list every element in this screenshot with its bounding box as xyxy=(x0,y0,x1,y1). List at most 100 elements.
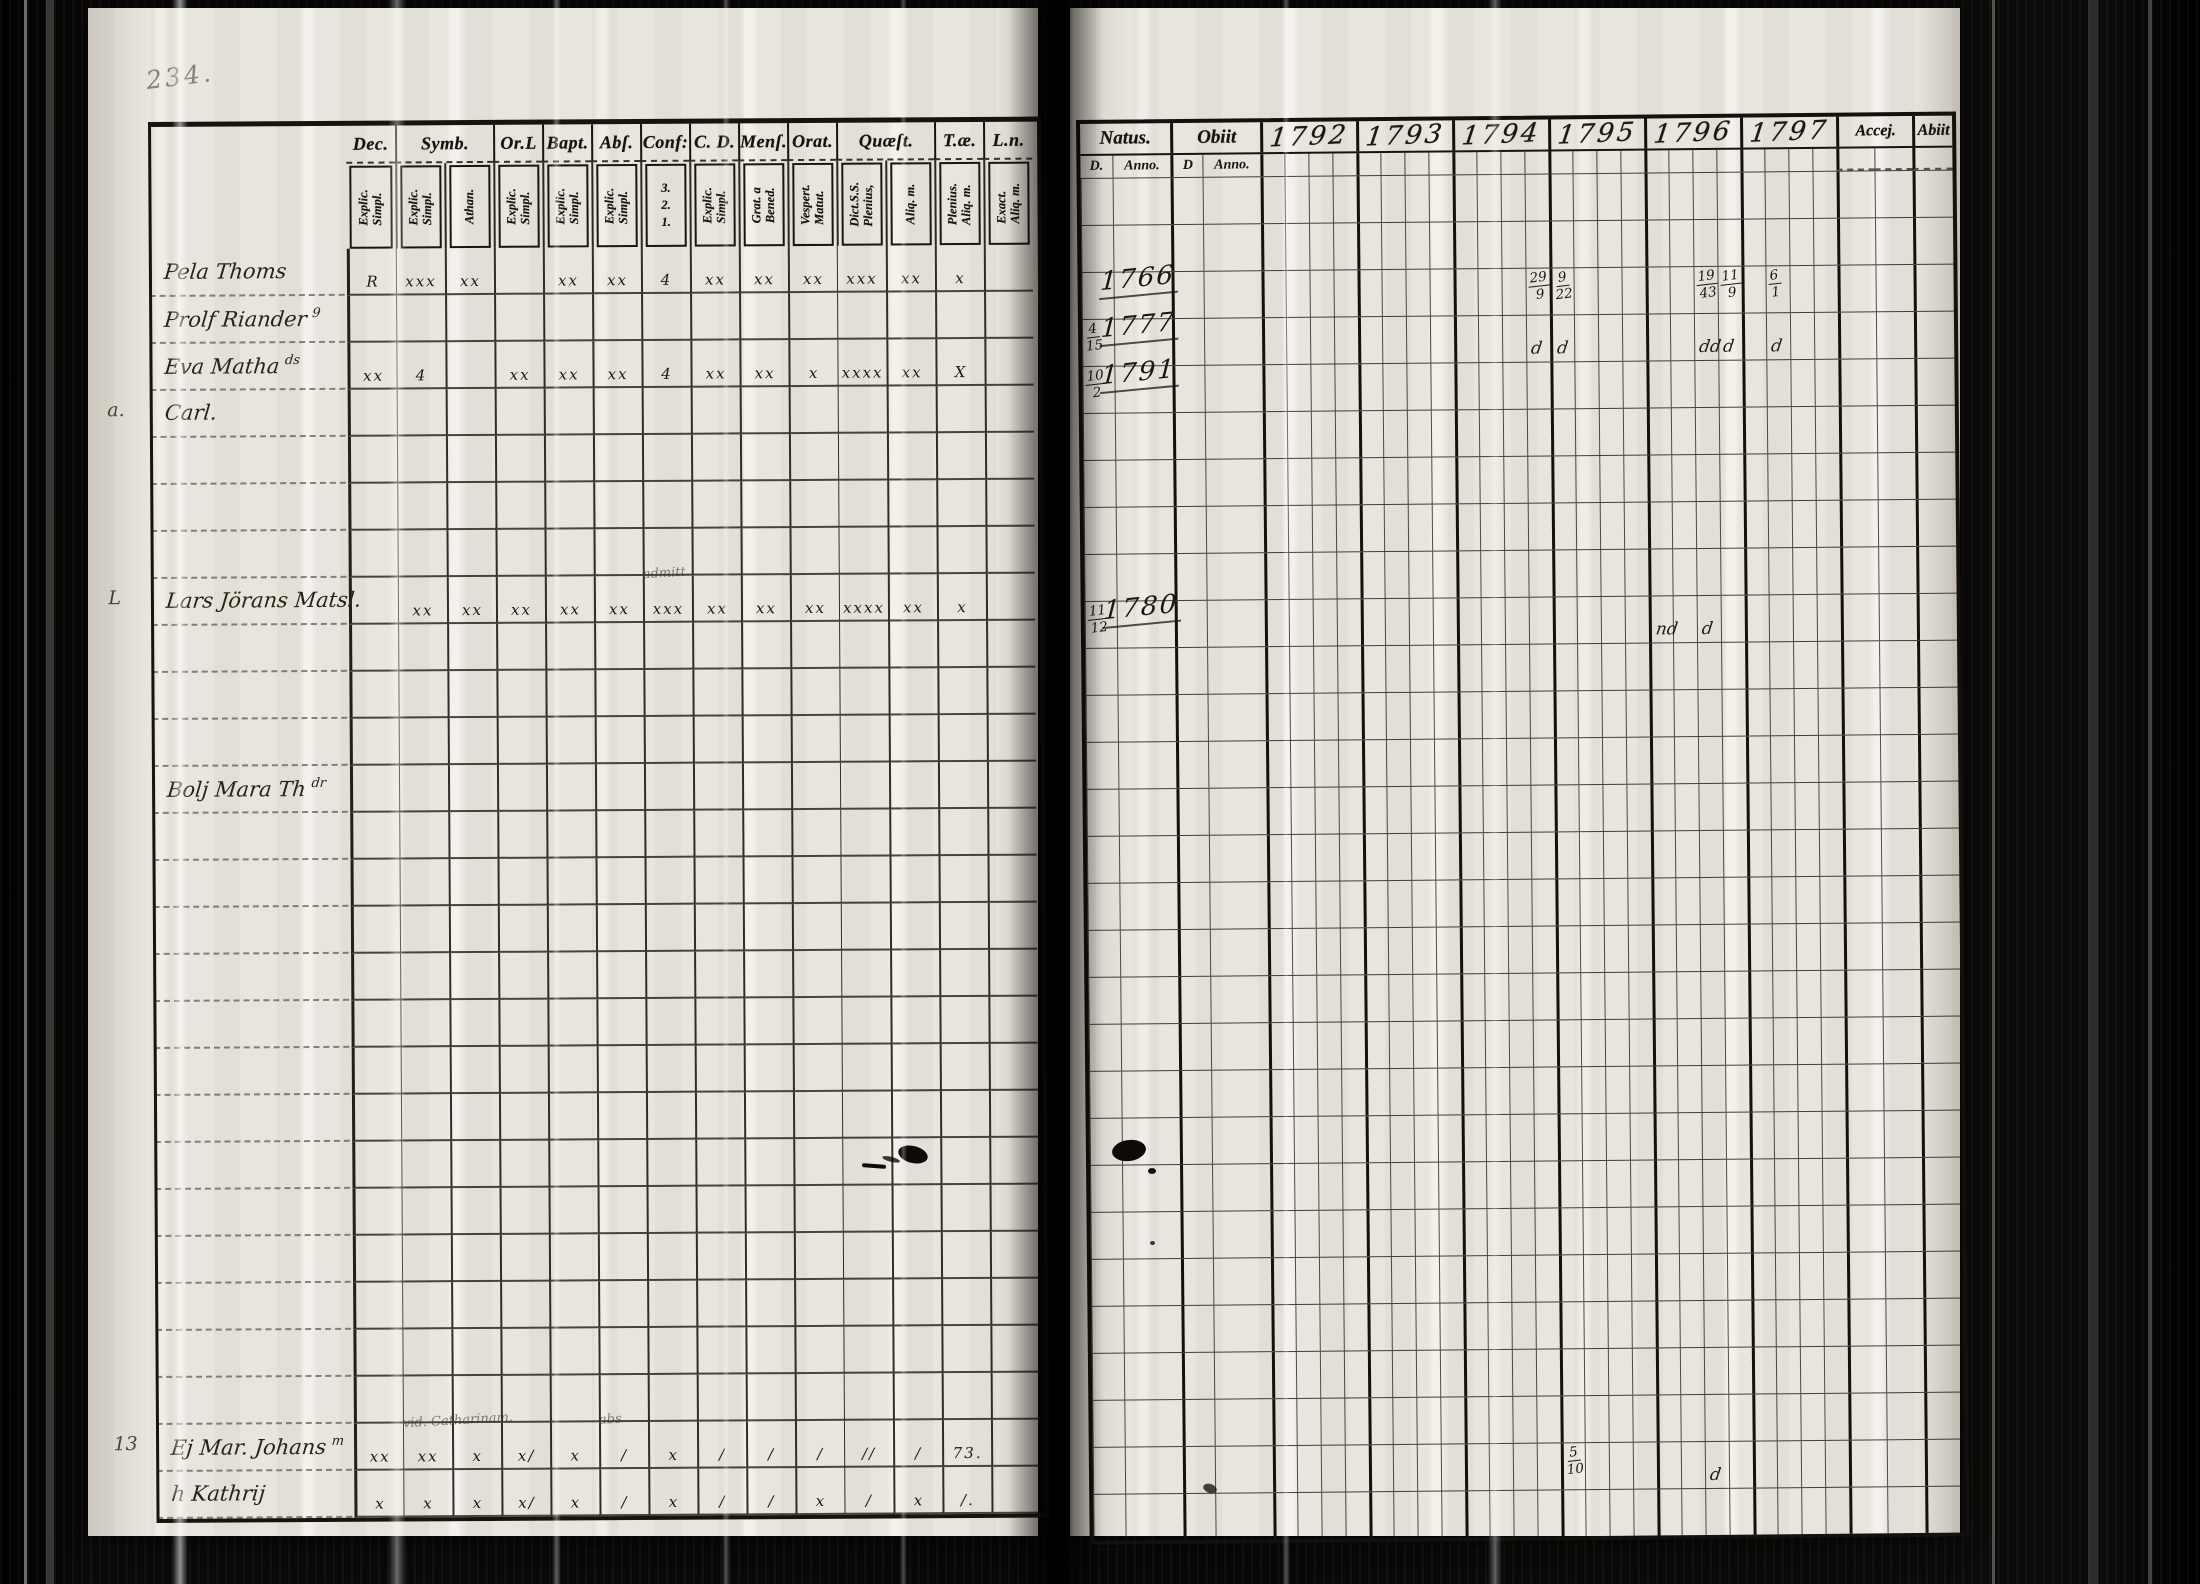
grid-cell xyxy=(1406,363,1431,410)
grid-cell xyxy=(1920,969,1961,1016)
grid-cell xyxy=(1480,597,1506,645)
mark-cell xyxy=(744,1186,794,1234)
grid-cell xyxy=(1718,407,1744,454)
grid-cell xyxy=(1602,784,1627,831)
grid-cell xyxy=(1788,171,1813,219)
mark-cell xyxy=(592,293,642,342)
grid-cell xyxy=(1439,1350,1465,1397)
mark-cell xyxy=(642,481,692,529)
grid-cell xyxy=(1884,1204,1923,1252)
mark-cell xyxy=(546,811,596,859)
table-row xyxy=(1088,968,1961,1024)
mark-cell xyxy=(496,670,546,718)
grid-cell xyxy=(1294,1257,1320,1304)
grid-cell: d xyxy=(1704,1441,1730,1489)
grid-cell xyxy=(1434,786,1459,833)
grid-cell xyxy=(1585,1489,1610,1537)
mark-cell xyxy=(396,295,446,343)
grid-cell xyxy=(1769,689,1794,736)
handwritten-mark: d xyxy=(1529,338,1544,359)
grid-cell xyxy=(1364,975,1389,1022)
grid-cell xyxy=(1085,742,1119,789)
mark-cell xyxy=(447,623,497,672)
grid-cell xyxy=(1601,690,1626,737)
column-subheader xyxy=(1620,150,1645,173)
grid-cell xyxy=(1459,880,1484,927)
grid-cell xyxy=(1925,1486,1966,1533)
mark-cell xyxy=(744,1139,794,1187)
grid-cell xyxy=(1390,1162,1415,1210)
grid-cell xyxy=(1205,459,1264,506)
grid-cell xyxy=(1179,1070,1212,1118)
grid-cell xyxy=(1359,505,1385,552)
mark-cell xyxy=(739,387,789,435)
mark-cell xyxy=(743,1092,794,1140)
grid-cell xyxy=(1287,458,1312,505)
grid-cell xyxy=(1405,316,1431,363)
grid-cell xyxy=(1266,834,1292,882)
mark-cell xyxy=(888,668,938,716)
mark-cell: / xyxy=(697,1468,747,1516)
subheader-text: 3. 2. 1. xyxy=(645,163,687,247)
grid-cell xyxy=(1408,551,1433,598)
grid-cell xyxy=(1840,547,1879,594)
grid-cell xyxy=(1814,359,1839,406)
mark-cell xyxy=(941,1325,991,1374)
grid-cell xyxy=(1125,1494,1184,1541)
grid-cell xyxy=(1463,1303,1488,1350)
grid-cell xyxy=(1388,1021,1414,1069)
mark-cell xyxy=(348,530,398,578)
table-row xyxy=(1089,1062,1962,1118)
entry-superscript: ds xyxy=(284,353,301,369)
grid-cell xyxy=(1342,1163,1367,1210)
grid-cell xyxy=(1653,1066,1678,1113)
mark-cell xyxy=(400,953,450,1001)
grid-cell xyxy=(1605,1113,1631,1160)
grid-cell xyxy=(1697,689,1722,737)
grid-cell xyxy=(1620,220,1646,267)
grid-cell xyxy=(1771,924,1797,971)
mark-cell xyxy=(644,904,695,952)
mark-cell: xx xyxy=(690,340,740,388)
grid-cell xyxy=(1211,1070,1270,1117)
grid-cell xyxy=(1436,1021,1462,1068)
mark-cell xyxy=(991,1466,1041,1514)
grid-cell xyxy=(1608,1395,1633,1442)
mark-cell: x xyxy=(936,573,987,622)
grid-cell xyxy=(1559,1302,1584,1349)
grid-cell xyxy=(1796,970,1821,1018)
grid-cell xyxy=(1624,549,1649,596)
grid-cell xyxy=(1790,406,1816,454)
table-row xyxy=(152,714,1041,767)
grid-cell xyxy=(1432,598,1458,645)
grid-cell xyxy=(1207,647,1266,694)
grid-cell xyxy=(1633,1489,1658,1536)
mark-cell: xxxx xyxy=(838,574,889,622)
mark-cell: xx xyxy=(789,574,840,623)
grid-cell xyxy=(1557,1067,1582,1114)
grid-cell xyxy=(1180,1211,1213,1259)
mark-cell xyxy=(984,432,1035,480)
grid-cell: 29 9 xyxy=(1525,268,1550,315)
mark-cell xyxy=(401,1188,451,1236)
grid-cell xyxy=(1368,1398,1393,1445)
name-cell: L Lars Jörans Matsl. xyxy=(108,577,362,626)
grid-cell xyxy=(1366,1257,1392,1304)
grid-cell xyxy=(1584,1442,1610,1490)
grid-cell xyxy=(1528,550,1553,597)
name-cell xyxy=(151,483,351,532)
table-row xyxy=(156,1325,1044,1378)
mark-cell xyxy=(889,809,939,857)
grid-cell xyxy=(1555,926,1581,973)
grid-cell xyxy=(1532,1020,1558,1067)
mark-cell xyxy=(742,904,793,952)
grid-cell xyxy=(1723,877,1748,924)
mark-cell xyxy=(990,1278,1040,1326)
table-row xyxy=(1090,1203,1963,1259)
grid-cell xyxy=(1124,1400,1183,1447)
grid-cell xyxy=(1923,1345,1965,1392)
column-subheader: Explic. Simpl. xyxy=(493,162,543,248)
grid-cell xyxy=(1623,502,1649,549)
mark-cell xyxy=(745,1374,795,1422)
